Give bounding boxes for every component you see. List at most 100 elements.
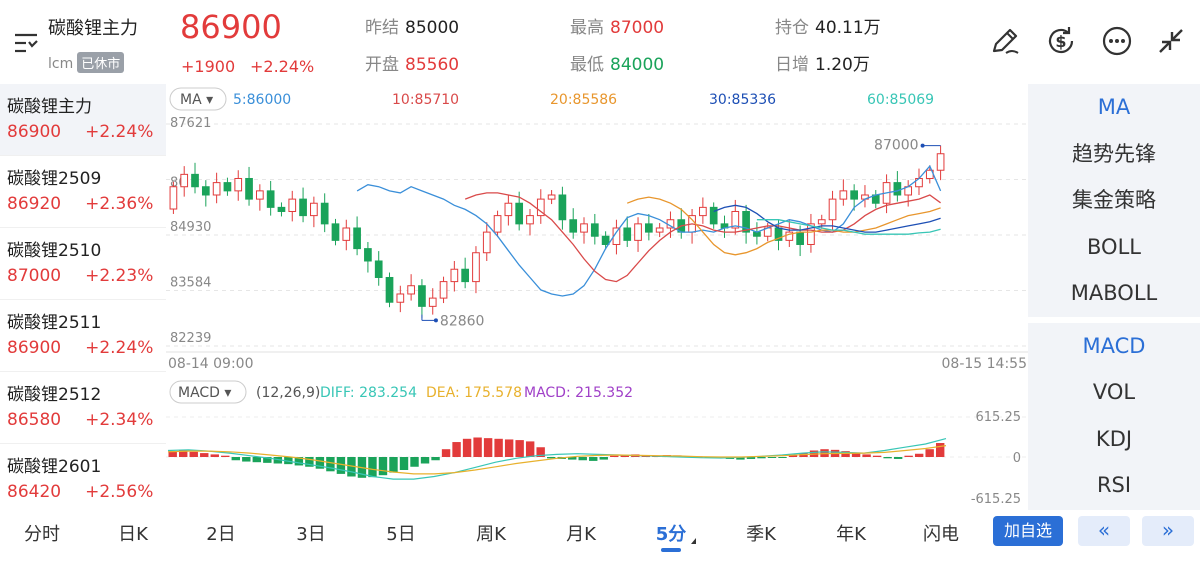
ma-selector-box	[169, 87, 227, 111]
indicator-vol[interactable]: VOL	[1092, 380, 1136, 404]
candle-body	[191, 173, 199, 188]
macd-histogram-bar	[273, 457, 283, 464]
edit-pen-icon[interactable]	[988, 24, 1022, 58]
macd-histogram-bar	[736, 457, 745, 460]
tab-daily[interactable]: 日K	[118, 524, 148, 545]
contract-item[interactable]: 碳酸锂2509 86920 +2.36%	[0, 156, 166, 228]
tab-weekly[interactable]: 周K	[476, 524, 506, 545]
macd-histogram-bar	[904, 455, 913, 457]
candle-body	[493, 215, 502, 233]
chart-canvas[interactable]: MA ▾ 5:86000 10:85710 20:85586 30:85336 60:85…	[166, 84, 1028, 510]
macd-histogram-bar	[399, 457, 409, 471]
macd-histogram-bar	[568, 457, 577, 460]
svg-text:$: $	[1055, 32, 1066, 51]
candle-body	[288, 198, 297, 212]
tab-monthly[interactable]: 月K	[566, 524, 596, 545]
indicator-strategy[interactable]: 集金策略	[1072, 188, 1156, 212]
macd-histogram-bar	[336, 457, 346, 474]
stat-high: 最高 87000	[570, 18, 665, 38]
contract-item[interactable]: 碳酸锂2512 86580 +2.34%	[0, 372, 166, 444]
more-icon[interactable]	[1100, 24, 1134, 58]
min-marker-dot	[433, 318, 438, 323]
macd-histogram-bar	[410, 457, 419, 467]
macd-histogram-bar	[242, 457, 251, 462]
macd-histogram-bar	[210, 454, 219, 457]
indicator-boll[interactable]: BOLL	[1087, 234, 1141, 259]
macd-histogram-bar	[504, 439, 514, 457]
macd-histogram-bar	[862, 454, 871, 457]
contract-item[interactable]: 碳酸锂2510 87000 +2.23%	[0, 228, 166, 300]
candle-body	[817, 219, 826, 225]
macd-params-label: (12,26,9)	[256, 385, 320, 401]
tab-3day[interactable]: 3日	[296, 524, 326, 545]
indicator-rsi[interactable]: RSI	[1096, 473, 1132, 497]
indicator-panel: MA 趋势先锋 集金策略 BOLL MABOLL MACD VOL KDJ RS…	[1028, 84, 1200, 510]
indicator-maboll[interactable]: MABOLL	[1070, 281, 1158, 305]
candle-body	[234, 177, 243, 192]
add-watchlist-button[interactable]: 加自选	[993, 516, 1063, 546]
indicator-trend-pioneer[interactable]: 趋势先锋	[1072, 141, 1156, 166]
macd-histogram-bar	[305, 457, 314, 467]
macd-histogram-bar	[420, 457, 430, 464]
contract-list: 碳酸锂主力 86900 +2.24% 碳酸锂2509 86920 +2.36% 碳酸锂2…	[0, 84, 166, 516]
tab-underline	[661, 548, 681, 552]
contract-title[interactable]: 碳酸锂主力	[48, 18, 138, 39]
kline-chart[interactable]: MA ▾ 5:86000 10:85710 20:85586 30:85336 60:85…	[166, 84, 1028, 510]
ma-line-ma60	[756, 219, 941, 235]
divider	[1028, 316, 1200, 323]
ma-selector-label: MA ▾	[180, 92, 213, 108]
candle-body	[320, 202, 329, 225]
tab-yearly[interactable]: 年K	[836, 524, 866, 545]
candle-body	[396, 293, 405, 303]
next-contract-button[interactable]: »	[1142, 516, 1194, 546]
menu-filter-icon[interactable]	[12, 30, 40, 56]
y-tick-label: 87621	[170, 116, 211, 131]
ma-value-label: 20:85586	[550, 92, 617, 108]
contract-item[interactable]: 碳酸锂2511 86900 +2.24%	[0, 300, 166, 372]
candle-body	[201, 186, 210, 196]
candle-body	[310, 202, 318, 217]
candle-body	[472, 252, 480, 283]
candle-body	[277, 206, 286, 212]
tab-5day[interactable]: 5日	[386, 524, 416, 545]
x-start-label: 08-14 09:00	[168, 356, 253, 372]
macd-histogram-bar	[431, 457, 440, 461]
stat-prev-settle: 昨结 85000	[365, 18, 460, 38]
macd-histogram-bar	[168, 451, 177, 457]
tab-2day[interactable]: 2日	[206, 524, 236, 545]
macd-selector-box	[169, 380, 247, 404]
prev-contract-button[interactable]: «	[1078, 516, 1130, 546]
contract-item[interactable]: 碳酸锂2601 86420 +2.56%	[0, 444, 166, 516]
exchange-label: lcm 已休市	[48, 52, 125, 73]
ma-line-ma30	[713, 204, 941, 233]
candle-body	[439, 281, 448, 299]
candle-body	[601, 235, 610, 245]
macd-histogram-bar	[263, 457, 272, 463]
macd-histogram-bar	[326, 457, 335, 472]
candle-body	[742, 210, 750, 233]
tab-flash[interactable]: 闪电	[923, 524, 959, 545]
ma-line-ma10	[464, 192, 941, 283]
tab-dropdown-caret	[691, 538, 696, 544]
collapse-arrows-icon[interactable]	[1154, 24, 1188, 58]
candle-body	[893, 182, 902, 196]
indicator-macd[interactable]: MACD	[1082, 333, 1146, 358]
indicator-kdj[interactable]: KDJ	[1095, 426, 1133, 451]
y-tick-label: 84930	[170, 220, 211, 235]
stat-open: 开盘 85560	[365, 55, 460, 75]
candle-body	[418, 285, 426, 307]
candle-body	[180, 173, 189, 188]
indicator-ma[interactable]: MA	[1097, 95, 1131, 119]
candle-body	[450, 268, 459, 283]
macd-histogram-bar	[610, 455, 619, 457]
currency-icon[interactable]: $	[1044, 24, 1078, 58]
tab-intraday[interactable]: 分时	[24, 524, 60, 545]
ma-value-label: 10:85710	[392, 92, 459, 108]
tab-quarterly[interactable]: 季K	[746, 524, 776, 545]
tab-5min[interactable]: 5分	[655, 524, 687, 545]
candle-body	[655, 227, 664, 233]
contract-item[interactable]: 碳酸锂主力 86900 +2.24%	[0, 84, 166, 156]
candle-body	[255, 190, 264, 200]
candle-body	[785, 231, 794, 241]
max-price-label: 87000	[874, 138, 919, 154]
